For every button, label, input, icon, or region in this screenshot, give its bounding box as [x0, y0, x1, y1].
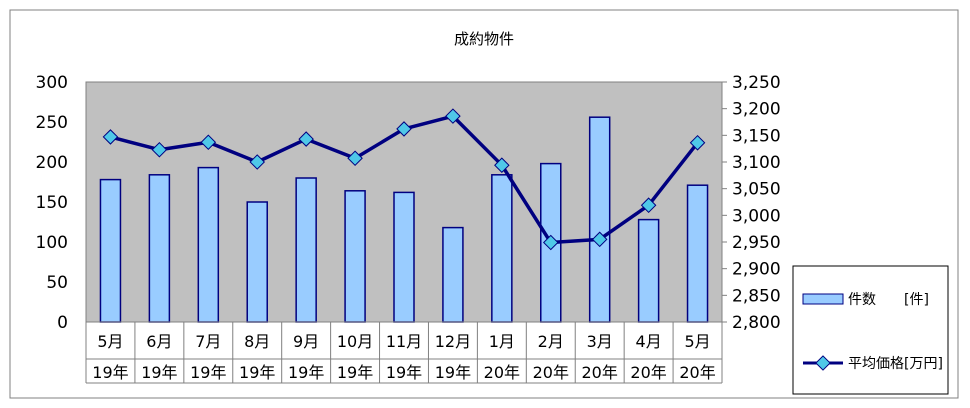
- category-month-label: 4月: [636, 332, 662, 351]
- legend-label-bar: 件数 [件]: [848, 292, 929, 308]
- left-tick-label: 300: [36, 73, 68, 93]
- category-month-label: 6月: [146, 332, 172, 351]
- line-point: [494, 157, 510, 173]
- legend-swatch-bar: [802, 293, 844, 305]
- line-point: [591, 231, 608, 248]
- category-year-label: 20年: [533, 363, 569, 382]
- bar: [344, 190, 366, 323]
- left-tick-label: 0: [57, 313, 68, 333]
- right-tick-label: 3,100: [732, 153, 781, 173]
- bar: [246, 201, 268, 323]
- line-point: [200, 134, 217, 151]
- category-year-label: 19年: [190, 363, 226, 382]
- category-year-label: 19年: [141, 363, 177, 382]
- line-point: [347, 150, 363, 167]
- right-axis: 2,800 2,850 2,900 2,950 3,000 3,050 3,100 3,150…: [722, 73, 781, 333]
- right-tick-label: 2,850: [732, 286, 781, 306]
- category-month-label: 5月: [684, 332, 710, 351]
- right-tick-label: 3,000: [732, 206, 781, 226]
- category-year-label: 19年: [239, 363, 275, 382]
- line-point: [542, 234, 559, 251]
- bar-series: [99, 116, 709, 323]
- legend-swatch-marker: [815, 355, 831, 371]
- category-month-label: 5月: [97, 332, 123, 351]
- legend: 件数 [件] 平均価格[万円]: [792, 265, 949, 395]
- bar: [99, 178, 122, 323]
- left-tick-label: 150: [36, 193, 68, 213]
- left-axis: 0 50 100 150 200 250 300: [36, 73, 68, 333]
- bar: [197, 166, 220, 323]
- bar: [588, 116, 611, 323]
- line-point: [640, 197, 657, 213]
- category-year-label: 20年: [484, 363, 520, 382]
- category-axis-table: 5月 19年 6月 19年 7月 19年 8月 19年 9月 19年 10月 19年 11月 19年 12月…: [85, 321, 723, 384]
- line-point: [102, 129, 119, 145]
- line-point: [249, 154, 266, 170]
- right-tick-label: 3,150: [732, 126, 781, 146]
- category-year-label: 20年: [582, 363, 618, 382]
- right-tick-label: 2,900: [732, 260, 781, 280]
- bar: [686, 184, 709, 323]
- left-tick-label: 100: [36, 233, 68, 253]
- category-year-label: 19年: [337, 363, 373, 382]
- category-month-label: 10月: [337, 332, 373, 351]
- category-month-label: 7月: [195, 332, 221, 351]
- line-series: [102, 108, 706, 251]
- bar: [637, 218, 660, 323]
- category-year-label: 19年: [386, 363, 422, 382]
- right-tick-label: 2,950: [732, 233, 781, 253]
- bar: [148, 174, 171, 323]
- category-month-label: 11月: [386, 332, 422, 351]
- line-point: [445, 108, 461, 124]
- line-point: [151, 141, 168, 158]
- line-point: [396, 121, 412, 137]
- legend-label-line: 平均価格[万円]: [848, 356, 943, 372]
- category-month-label: 3月: [587, 332, 613, 351]
- category-year-label: 19年: [288, 363, 324, 382]
- left-tick-label: 200: [36, 153, 68, 173]
- category-month-label: 2月: [538, 332, 564, 351]
- category-month-label: 1月: [489, 332, 515, 351]
- line-point: [298, 131, 314, 147]
- category-month-label: 9月: [293, 332, 319, 351]
- bar: [442, 226, 464, 323]
- bar: [393, 191, 415, 323]
- category-year-label: 19年: [92, 363, 128, 382]
- category-year-label: 20年: [630, 363, 666, 382]
- right-tick-label: 3,250: [732, 73, 781, 93]
- right-tick-label: 2,800: [732, 313, 781, 333]
- category-month-label: 8月: [244, 332, 270, 351]
- category-month-label: 12月: [435, 332, 471, 351]
- chart-title: 成約物件: [454, 30, 514, 48]
- bar: [491, 174, 513, 323]
- bar: [295, 177, 317, 323]
- right-tick-label: 3,200: [732, 100, 781, 120]
- category-year-label: 19年: [435, 363, 471, 382]
- line-point: [689, 135, 706, 151]
- right-tick-label: 3,050: [732, 180, 781, 200]
- category-year-label: 20年: [679, 363, 715, 382]
- left-tick-label: 250: [36, 113, 68, 133]
- left-tick-label: 50: [46, 273, 68, 293]
